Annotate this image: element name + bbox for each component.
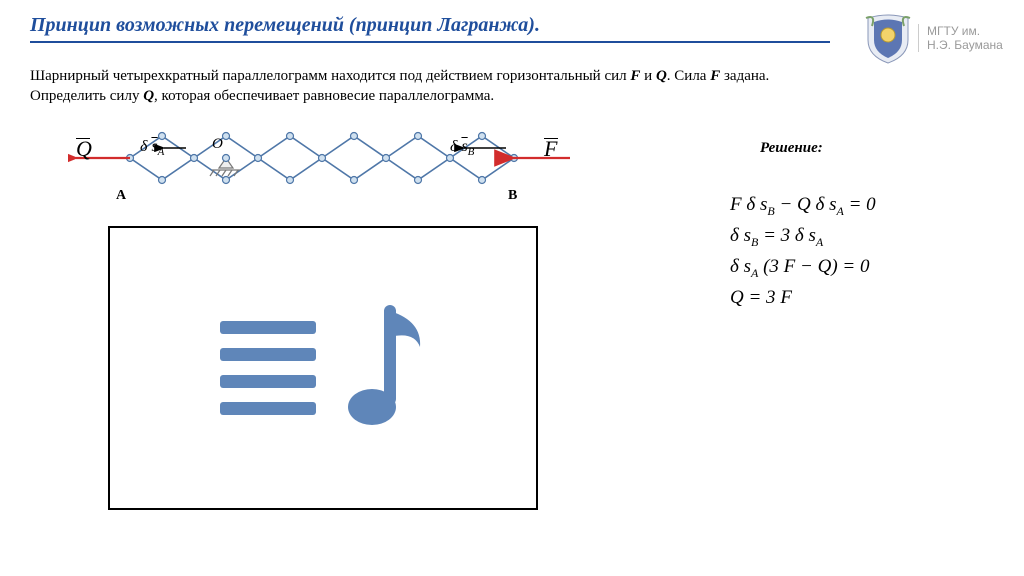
label-b: B xyxy=(508,188,517,204)
problem-part: задана. xyxy=(720,68,769,84)
label-a: A xyxy=(116,188,126,204)
playlist-lines-icon xyxy=(220,321,316,415)
org-name: МГТУ им. Н.Э. Баумана xyxy=(918,24,1003,53)
sym-f: F xyxy=(630,68,640,84)
equation-row: Q = 3 F xyxy=(730,283,876,313)
music-note-icon xyxy=(334,303,426,433)
f-text: F xyxy=(544,136,557,161)
problem-statement: Шарнирный четырехкратный параллелограмм … xyxy=(30,66,990,107)
problem-part: Определить силу xyxy=(30,88,143,104)
equation-row: δ sB = 3 δ sA xyxy=(730,221,876,252)
title-rule xyxy=(30,41,830,43)
org-line2: Н.Э. Баумана xyxy=(927,38,1003,52)
equation-row: δ sA (3 F − Q) = 0 xyxy=(730,252,876,283)
problem-part: . Сила xyxy=(667,68,710,84)
media-placeholder[interactable] xyxy=(108,226,538,510)
delta: δ xyxy=(450,138,457,155)
page-title: Принцип возможных перемещений (принцип Л… xyxy=(30,14,830,37)
equations-block: F δ sB − Q δ sA = 0 δ sB = 3 δ sA δ sA (… xyxy=(730,190,876,313)
label-o: O xyxy=(212,136,223,153)
solution-heading: Решение: xyxy=(760,140,823,157)
sym-f: F xyxy=(710,68,720,84)
crest-icon xyxy=(864,12,912,64)
equation-row: F δ sB − Q δ sA = 0 xyxy=(730,190,876,221)
label-dsb: δ sB xyxy=(450,138,474,158)
org-line1: МГТУ им. xyxy=(927,24,980,38)
delta: δ xyxy=(140,138,147,155)
sym-q: Q xyxy=(656,68,667,84)
sym-q: Q xyxy=(143,88,154,104)
sub: B xyxy=(468,146,475,158)
problem-part: , которая обеспечивает равновесие паралл… xyxy=(154,88,494,104)
label-f: F xyxy=(544,136,557,162)
sub: A xyxy=(158,146,165,158)
q-text: Q xyxy=(76,136,92,161)
audio-playlist-icon xyxy=(220,303,426,433)
header: Принцип возможных перемещений (принцип Л… xyxy=(0,0,850,49)
problem-part: и xyxy=(640,68,656,84)
org-logo-block: МГТУ им. Н.Э. Баумана xyxy=(864,8,1014,68)
label-q: Q xyxy=(76,136,92,162)
label-dsa: δ sA xyxy=(140,138,164,158)
problem-part: Шарнирный четырехкратный параллелограмм … xyxy=(30,68,630,84)
